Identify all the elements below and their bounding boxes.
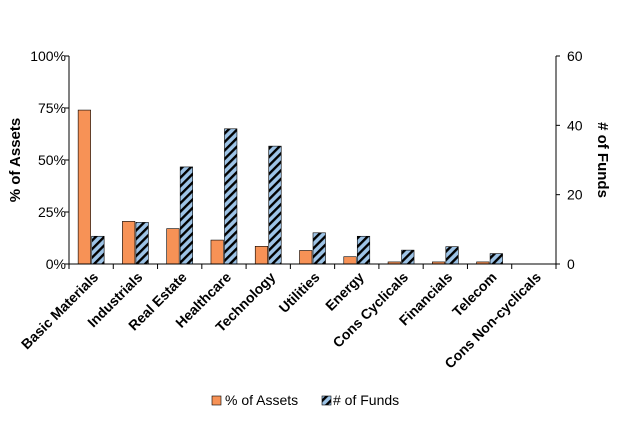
y-right-tick-label: 40 bbox=[567, 117, 583, 133]
y-left-tick-label: 50% bbox=[38, 152, 66, 168]
bar-funds bbox=[356, 235, 371, 265]
bar-funds bbox=[135, 222, 149, 265]
bar-funds bbox=[445, 246, 459, 265]
bar-funds bbox=[401, 249, 415, 265]
legend-label-assets: % of Assets bbox=[225, 392, 298, 408]
category-label: Utilities bbox=[276, 269, 323, 316]
bar-funds bbox=[268, 145, 282, 265]
y-right-tick-label: 60 bbox=[567, 48, 583, 64]
category-label: Basic Materials bbox=[18, 269, 102, 353]
legend: % of Assets # of Funds bbox=[211, 392, 399, 408]
bars-layer bbox=[77, 109, 503, 265]
bar-assets bbox=[166, 228, 180, 265]
y-left-tick-label: 25% bbox=[38, 204, 66, 220]
ticks-layer: 0% 25% 50% 75% 100% 0 20 40 60 bbox=[30, 48, 583, 272]
y-left-tick-label: 75% bbox=[38, 100, 66, 116]
y-left-tick-label: 0% bbox=[46, 256, 66, 272]
y-axis-right-title: # of Funds bbox=[594, 122, 611, 198]
y-left-tick-label: 100% bbox=[30, 48, 66, 64]
legend-label-funds: # of Funds bbox=[333, 392, 399, 408]
legend-swatch-funds bbox=[321, 395, 332, 406]
bar-assets bbox=[254, 246, 269, 265]
legend-swatch-assets bbox=[211, 395, 222, 406]
category-label: Energy bbox=[322, 269, 367, 314]
bar-assets bbox=[343, 256, 357, 265]
bar-assets bbox=[122, 221, 136, 265]
bar-assets bbox=[299, 250, 313, 265]
y-right-tick-label: 20 bbox=[567, 187, 583, 203]
bar-funds bbox=[91, 235, 105, 265]
bar-funds bbox=[224, 128, 238, 265]
bar-funds bbox=[312, 232, 326, 265]
bar-funds bbox=[489, 253, 503, 265]
y-right-tick-label: 0 bbox=[567, 256, 575, 272]
bar-assets bbox=[210, 239, 224, 265]
bar-funds bbox=[179, 166, 193, 265]
y-axis-left-title: % of Assets bbox=[7, 118, 24, 202]
bar-assets bbox=[77, 109, 91, 265]
category-label: Cons Cyclicals bbox=[329, 269, 411, 351]
